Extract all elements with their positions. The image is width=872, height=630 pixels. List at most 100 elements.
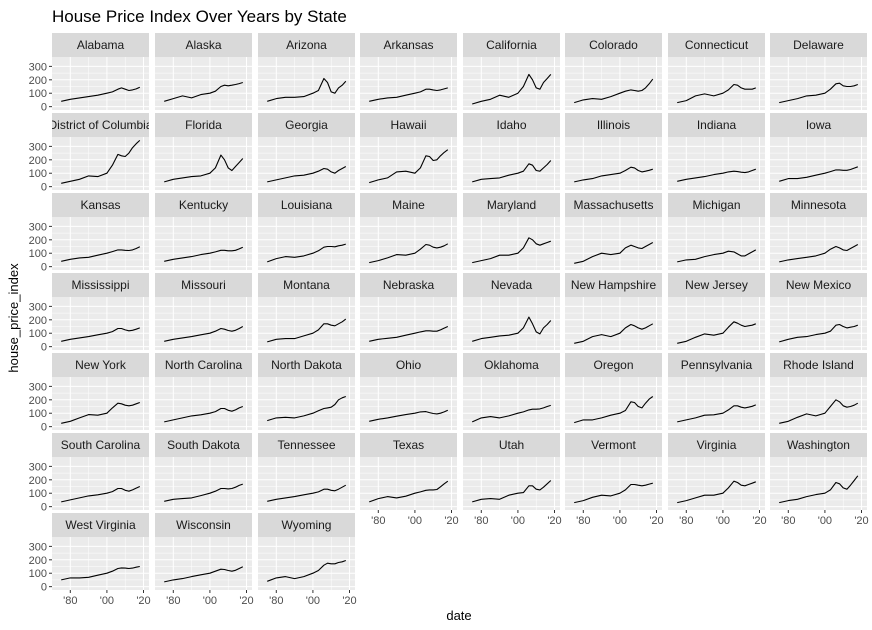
facet-strip	[258, 273, 355, 297]
series-line	[677, 168, 756, 182]
facet-label: New Jersey	[685, 278, 748, 292]
facet-label: Connecticut	[685, 38, 749, 52]
y-tick-label: 200	[29, 155, 47, 167]
y-tick-label: 100	[29, 408, 47, 420]
plot-area	[360, 377, 457, 430]
facet-label: Pennsylvania	[681, 358, 753, 372]
facet-panel: Massachusetts	[565, 193, 662, 270]
series-line	[61, 246, 141, 262]
plot-area	[668, 137, 765, 190]
x-tick-label: '20	[547, 515, 561, 527]
facet-strip	[52, 353, 149, 377]
facet-strip	[668, 113, 765, 137]
facet-strip	[52, 113, 149, 137]
facet-label: Alaska	[185, 38, 221, 52]
facet-label: Kentucky	[179, 198, 228, 212]
x-tick-label: '80	[679, 515, 693, 527]
series-line	[574, 323, 654, 344]
facet-label: Louisiana	[281, 198, 333, 212]
facet-label: Vermont	[591, 438, 636, 452]
series-line	[267, 395, 346, 422]
facet-label: Massachusetts	[573, 198, 653, 212]
facet-label: Indiana	[697, 118, 737, 132]
facet-panel: Washington '80 '00 '20	[770, 433, 869, 527]
y-tick-label: 300	[29, 301, 47, 313]
facet-label: Texas	[393, 438, 424, 452]
facet-panel: Arizona	[258, 33, 355, 110]
series-line	[369, 409, 449, 422]
chart-title: House Price Index Over Years by State	[52, 7, 347, 26]
series-line	[472, 160, 552, 183]
facet-label: Montana	[283, 278, 330, 292]
plot-area	[770, 297, 867, 350]
series-line	[61, 565, 140, 581]
plot-area	[668, 297, 765, 350]
plot-area	[155, 377, 252, 430]
facet-strip	[52, 433, 149, 457]
facet-label: Missouri	[181, 278, 226, 292]
series-line	[574, 242, 654, 264]
facet-label: Florida	[185, 118, 222, 132]
plot-area	[360, 297, 457, 350]
plot-area	[155, 457, 252, 510]
x-tick-label: '80	[576, 515, 590, 527]
facet-panel: New Jersey	[668, 273, 765, 350]
x-tick-label: '00	[613, 515, 627, 527]
series-line	[164, 81, 243, 102]
plot-area	[52, 217, 149, 270]
plot-area	[155, 217, 252, 270]
facet-strip	[360, 273, 457, 297]
facet-panel: Montana	[258, 273, 355, 350]
x-tick-label: '20	[136, 595, 150, 607]
facet-label: Utah	[499, 438, 524, 452]
x-tick-label: '00	[100, 595, 114, 607]
facet-label: District of Columbia	[48, 118, 152, 132]
facet-label: Colorado	[589, 38, 638, 52]
facet-panel: Alaska	[155, 33, 252, 110]
plot-area	[463, 297, 560, 350]
x-tick-label: '80	[63, 595, 77, 607]
facet-strip	[258, 33, 355, 57]
facet-panel: California	[463, 33, 560, 110]
facet-panel: North Carolina	[155, 353, 252, 430]
series-line	[369, 243, 449, 264]
series-line	[677, 321, 756, 344]
x-tick-label: '00	[511, 515, 525, 527]
y-tick-label: 0	[41, 342, 47, 354]
y-tick-label: 200	[29, 395, 47, 407]
plot-area	[360, 217, 457, 270]
plot-area	[258, 137, 355, 190]
facet-panel: Iowa	[770, 113, 867, 190]
facet-panel: Connecticut	[668, 33, 765, 110]
plot-area	[770, 57, 867, 110]
facet-strip	[565, 33, 662, 57]
facet-strip	[463, 193, 560, 217]
series-line	[369, 149, 449, 184]
facet-label: Delaware	[793, 38, 844, 52]
x-tick-label: '80	[166, 595, 180, 607]
facet-label: Mississippi	[71, 278, 129, 292]
facet-label: Michigan	[692, 198, 740, 212]
series-line	[61, 86, 141, 102]
facet-panel: Ohio	[360, 353, 457, 430]
plot-area	[52, 137, 149, 190]
facet-label: Minnesota	[791, 198, 847, 212]
facet-panel: Illinois	[565, 113, 662, 190]
y-tick-label: 300	[29, 461, 47, 473]
x-tick-label: '80	[371, 515, 385, 527]
plot-area	[668, 217, 765, 270]
series-line	[471, 404, 551, 423]
plot-area	[360, 137, 457, 190]
plot-area	[565, 377, 662, 430]
plot-area	[52, 377, 149, 430]
plot-area	[155, 137, 252, 190]
facet-panel: Virginia '80 '00 '20	[668, 433, 767, 527]
facet-label: West Virginia	[65, 518, 136, 532]
series-line	[677, 83, 756, 104]
x-tick-label: '20	[239, 595, 253, 607]
facet-strip	[360, 113, 457, 137]
facet-panel: Vermont '80 '00 '20	[565, 433, 664, 527]
